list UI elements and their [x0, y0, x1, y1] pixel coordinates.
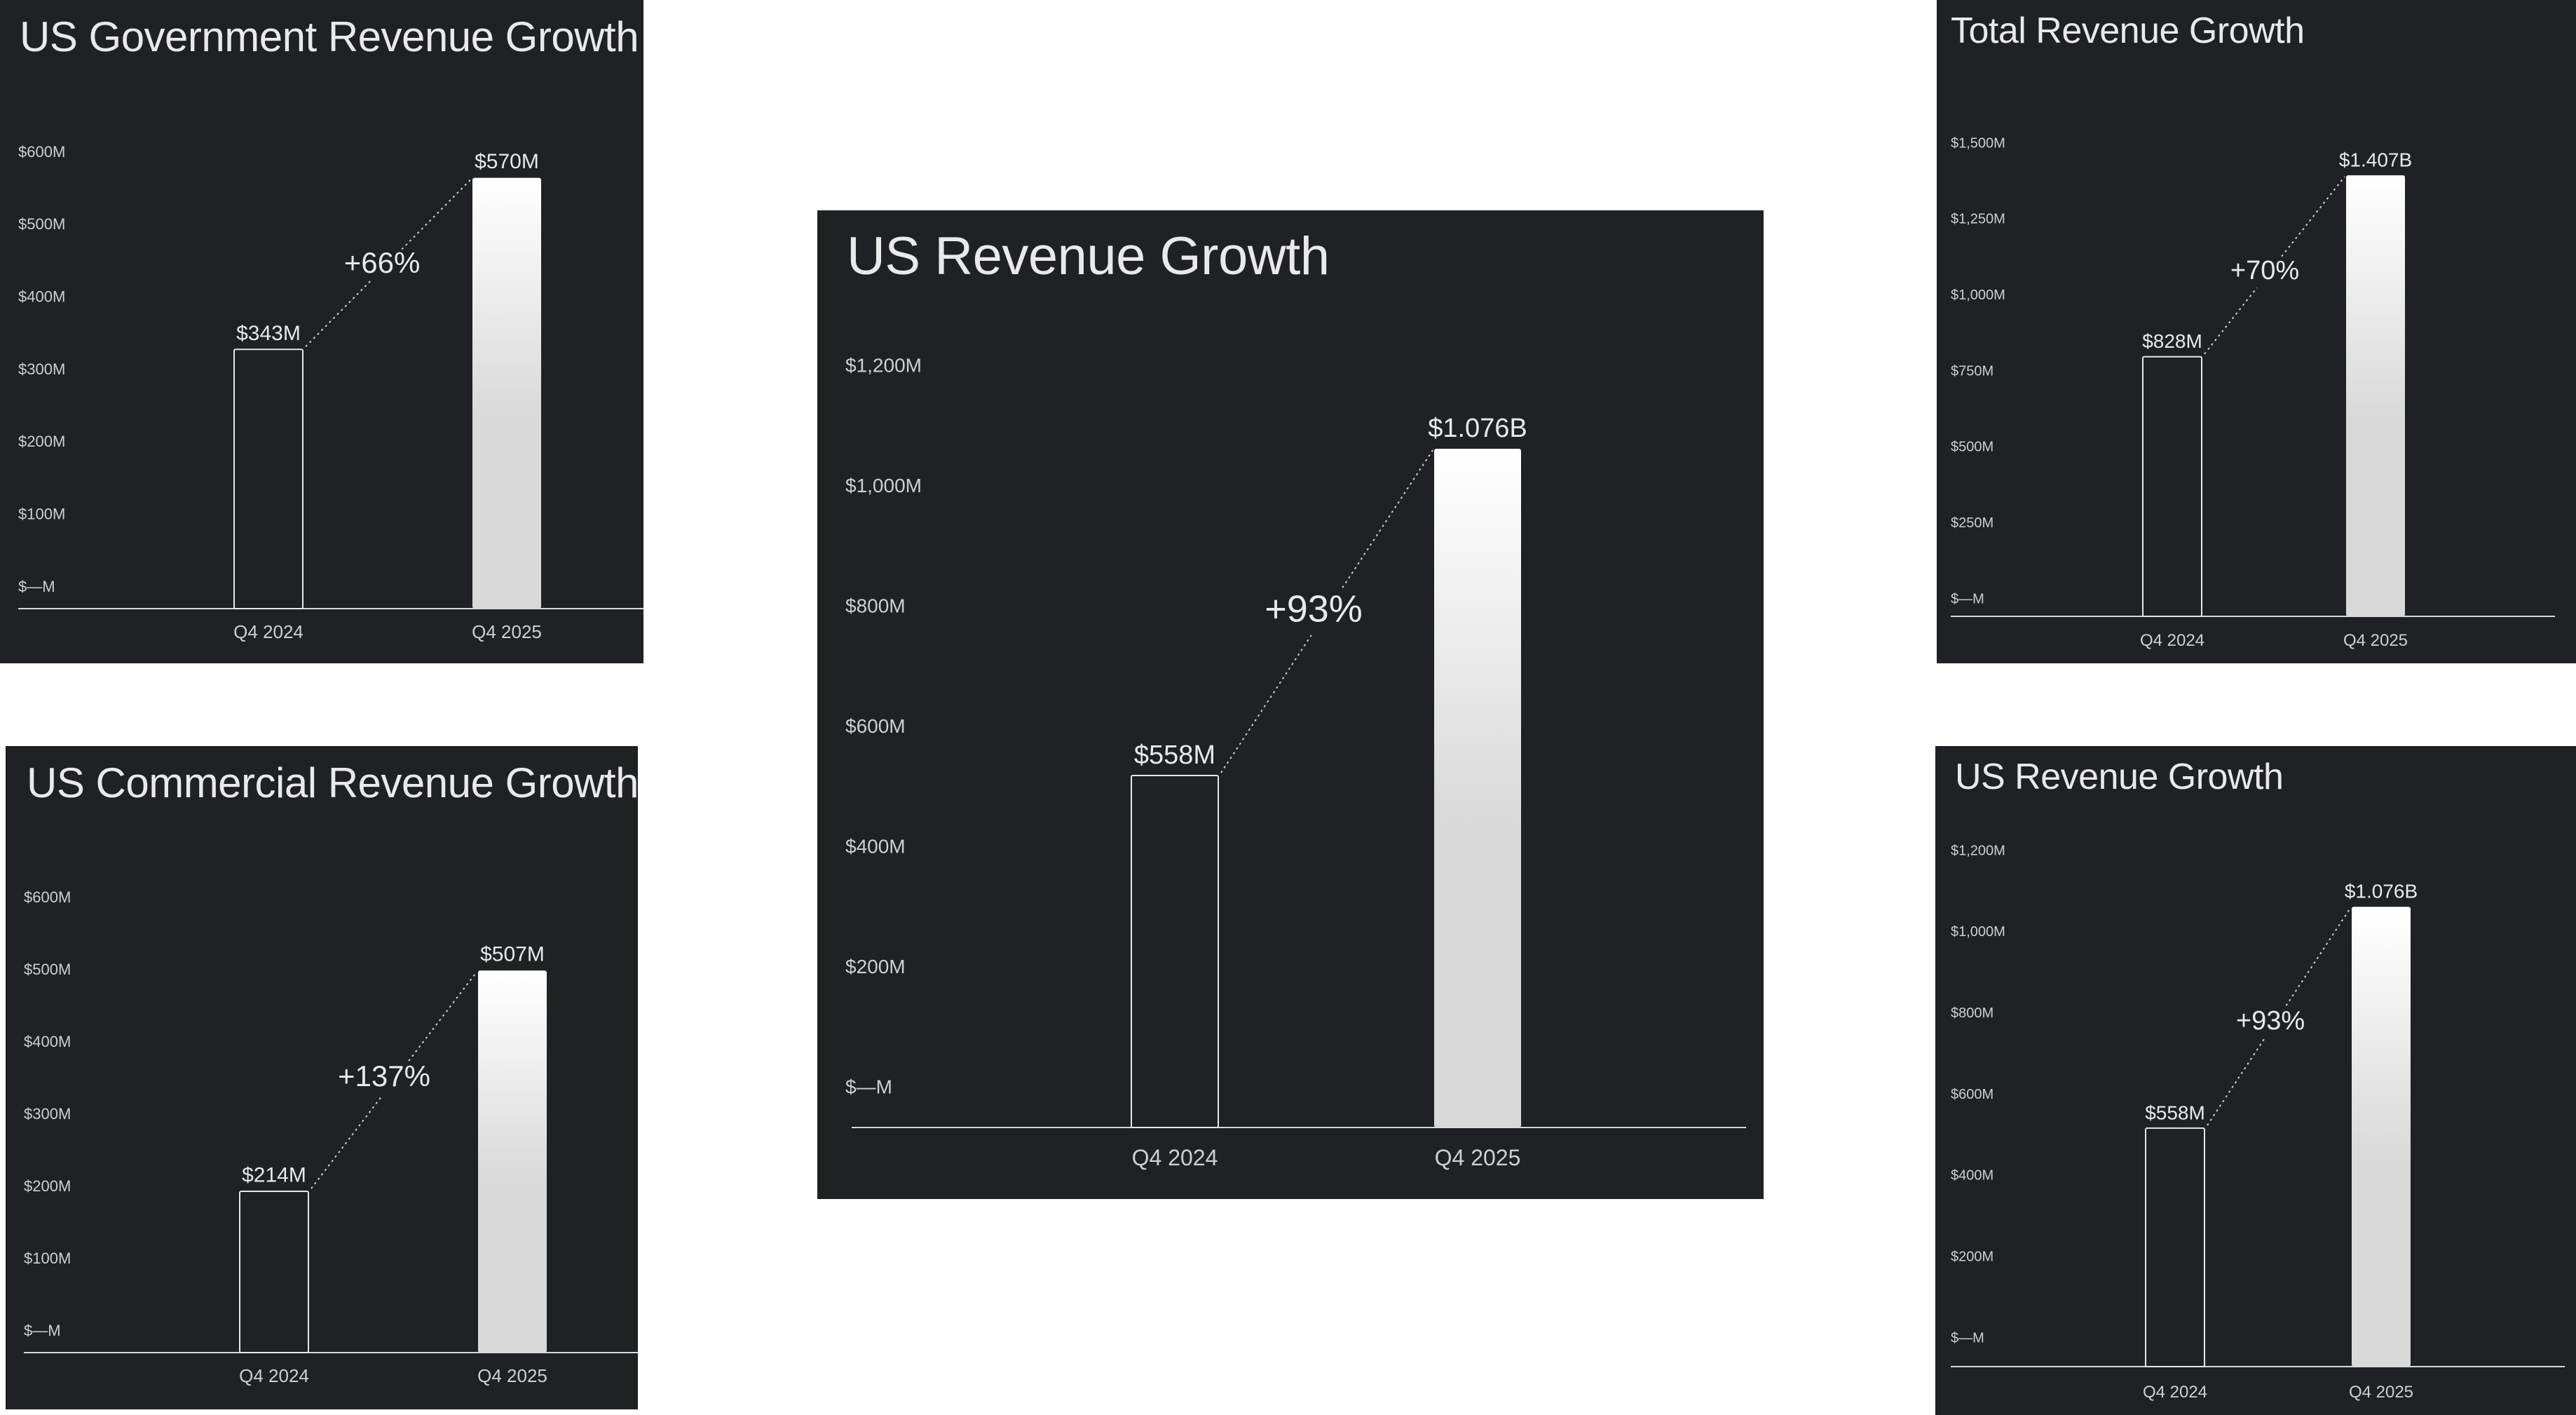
chart-panel-us-revenue-growth-small: $—M $200M $400M $600M $800M $1,000M $1,200M $55… — [1935, 746, 2576, 1415]
bar-value-label: $1.407B — [2339, 149, 2412, 170]
y-tick-label: $1,000M — [1951, 924, 2005, 940]
growth-percent-label: +70% — [2230, 256, 2299, 285]
y-tick-label: $400M — [18, 287, 65, 305]
y-tick-label: $600M — [845, 715, 906, 737]
y-tick-label: $—M — [24, 1322, 61, 1339]
y-tick-label: $400M — [1951, 1168, 1994, 1184]
growth-percent-label: +66% — [344, 246, 421, 279]
y-tick-label: $400M — [24, 1033, 71, 1050]
chart-panel-us-government-revenue-growth: $—M $100M $200M $300M $400M $500M $600M $343M Q4… — [0, 0, 643, 663]
chart-title: US Revenue Growth — [1955, 757, 2284, 797]
chart-panel-us-commercial-revenue-growth: $—M $100M $200M $300M $400M $500M $600M $214M Q4… — [6, 746, 638, 1409]
y-tick-label: $600M — [24, 888, 71, 906]
bar-value-label: $558M — [2145, 1102, 2205, 1123]
bar-value-label: $570M — [475, 150, 539, 173]
chart-panel-total-revenue-growth: $—M $250M $500M $750M $1,000M $1,250M $1,500M $… — [1937, 0, 2576, 663]
chart-title: Total Revenue Growth — [1951, 11, 2305, 51]
y-tick-label: $500M — [24, 961, 71, 978]
bar-1 — [478, 970, 547, 1353]
y-tick-label: $500M — [18, 215, 65, 233]
y-tick-label: $1,200M — [1951, 843, 2005, 858]
bar-1 — [1434, 448, 1521, 1128]
y-tick-label: $500M — [1951, 440, 1994, 455]
bar-value-label: $828M — [2142, 330, 2202, 352]
y-tick-label: $1,250M — [1951, 212, 2005, 227]
chart-title: US Government Revenue Growth — [20, 13, 639, 60]
bar-value-label: $558M — [1134, 740, 1215, 770]
y-tick-label: $1,000M — [845, 475, 922, 496]
y-tick-label: $800M — [845, 595, 906, 616]
bar-value-label: $1.076B — [1428, 414, 1527, 443]
growth-connector-line — [2285, 907, 2351, 1006]
bar-1 — [2352, 907, 2411, 1367]
chart-svg: $—M $100M $200M $300M $400M $500M $600M $214M Q4… — [24, 888, 638, 1386]
bar-1 — [472, 177, 541, 609]
growth-connector-line — [1220, 635, 1312, 773]
chart-svg: $—M $100M $200M $300M $400M $500M $600M $343M Q4… — [18, 143, 643, 642]
y-tick-label: $100M — [18, 505, 65, 522]
y-tick-label: $1,500M — [1951, 135, 2005, 151]
y-tick-label: $800M — [1951, 1006, 1994, 1021]
bar-value-label: $1.076B — [2345, 881, 2418, 902]
x-tick-label: Q4 2024 — [2140, 631, 2204, 650]
chart-svg: $—M $200M $400M $600M $800M $1,000M $1,200M $55… — [1951, 843, 2565, 1402]
y-tick-label: $600M — [1951, 1087, 1994, 1102]
x-tick-label: Q4 2025 — [2349, 1383, 2413, 1402]
growth-connector-line — [305, 280, 372, 347]
y-tick-label: $400M — [845, 835, 906, 857]
growth-connector-line — [1342, 449, 1433, 588]
y-tick-label: $750M — [1951, 363, 1994, 379]
growth-connector-line — [2281, 176, 2345, 257]
y-tick-label: $1,000M — [1951, 287, 2005, 303]
bar-value-label: $343M — [236, 322, 301, 345]
chart-title: US Revenue Growth — [847, 226, 1330, 286]
y-tick-label: $200M — [24, 1177, 71, 1195]
y-tick-label: $—M — [1951, 1330, 1984, 1346]
growth-percent-label: +93% — [2236, 1006, 2305, 1036]
y-tick-label: $200M — [18, 433, 65, 450]
growth-connector-line — [401, 178, 472, 250]
growth-connector-line — [311, 1095, 383, 1189]
x-tick-label: Q4 2024 — [239, 1365, 309, 1386]
x-tick-label: Q4 2025 — [472, 621, 542, 642]
bar-0 — [1131, 774, 1219, 1128]
y-tick-label: $300M — [24, 1105, 71, 1123]
x-tick-label: Q4 2025 — [2343, 631, 2408, 650]
growth-percent-label: +137% — [338, 1059, 430, 1092]
growth-connector-line — [408, 971, 477, 1062]
bar-0 — [233, 348, 304, 609]
x-tick-label: Q4 2025 — [477, 1365, 547, 1386]
x-tick-label: Q4 2025 — [1435, 1145, 1521, 1170]
bar-1 — [2346, 175, 2405, 616]
bar-value-label: $507M — [480, 943, 545, 966]
bar-0 — [2145, 1127, 2205, 1368]
growth-connector-line — [2204, 287, 2258, 355]
growth-percent-label: +93% — [1265, 588, 1363, 630]
y-tick-label: $—M — [845, 1076, 892, 1097]
y-tick-label: $200M — [845, 956, 906, 977]
chart-svg: $—M $250M $500M $750M $1,000M $1,250M $1,500M $… — [1951, 135, 2555, 650]
bar-0 — [2142, 356, 2202, 617]
y-tick-label: $1,200M — [845, 354, 922, 376]
y-tick-label: $—M — [1951, 591, 1984, 607]
y-tick-label: $300M — [18, 360, 65, 378]
y-tick-label: $—M — [18, 578, 55, 595]
x-tick-label: Q4 2024 — [2143, 1383, 2207, 1402]
chart-panel-us-revenue-growth-main: $—M $200M $400M $600M $800M $1,000M $1,200M $55… — [817, 210, 1764, 1199]
y-tick-label: $100M — [24, 1250, 71, 1267]
bar-0 — [239, 1191, 309, 1353]
chart-svg: $—M $200M $400M $600M $800M $1,000M $1,200M $55… — [845, 354, 1746, 1170]
x-tick-label: Q4 2024 — [1132, 1145, 1218, 1170]
y-tick-label: $250M — [1951, 515, 1994, 531]
x-tick-label: Q4 2024 — [233, 621, 304, 642]
bar-value-label: $214M — [242, 1164, 306, 1187]
y-tick-label: $600M — [18, 143, 65, 161]
chart-title: US Commercial Revenue Growth — [27, 759, 638, 806]
y-tick-label: $200M — [1951, 1249, 1994, 1264]
growth-connector-line — [2207, 1038, 2265, 1126]
